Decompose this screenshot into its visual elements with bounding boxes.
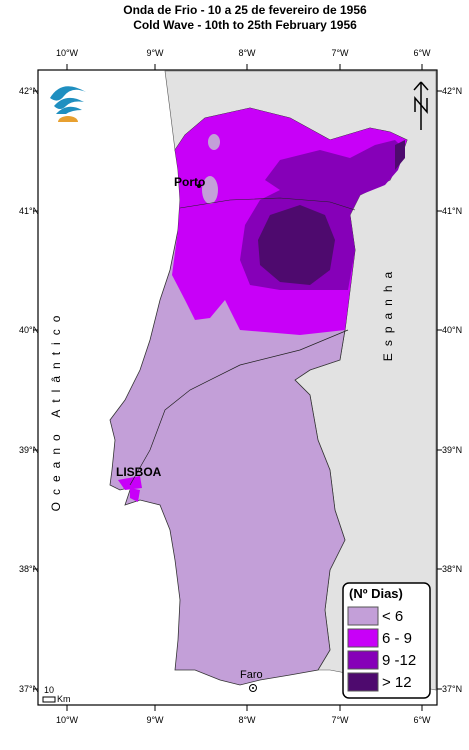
scale-unit: Km [57, 694, 71, 704]
lat-label: 42°N [19, 86, 39, 96]
place-label: Faro [240, 669, 263, 681]
place-marker [197, 184, 201, 188]
lon-label: 7°W [331, 48, 349, 58]
lon-label: 6°W [413, 48, 431, 58]
logo [58, 116, 78, 122]
lon-label: 8°W [238, 715, 256, 725]
legend-swatch [347, 650, 379, 670]
legend-label: 9 -12 [382, 652, 416, 669]
legend-label: > 12 [382, 674, 412, 691]
lat-label: 39°N [19, 445, 39, 455]
zone-6-9 [118, 476, 142, 490]
lon-label: 9°W [146, 715, 164, 725]
river-line [129, 329, 349, 486]
scale-bar [42, 696, 56, 703]
zone-patch [208, 134, 220, 150]
title-pt: Onda de Frio - 10 a 25 de fevereiro de 1… [123, 3, 367, 17]
zone-patch [202, 176, 218, 204]
lat-label: 38°N [442, 564, 462, 574]
lon-label: 6°W [413, 715, 431, 725]
lat-label: 37°N [19, 684, 39, 694]
place-label: LISBOA [116, 465, 162, 479]
place-marker [252, 687, 254, 689]
lat-label: 42°N [442, 86, 462, 96]
lat-label: 40°N [19, 325, 39, 335]
legend-swatch [347, 606, 379, 626]
title-en: Cold Wave - 10th to 25th February 1956 [133, 18, 357, 32]
lat-label: 37°N [442, 684, 462, 694]
lat-label: 40°N [442, 325, 462, 335]
lon-label: 10°W [56, 48, 79, 58]
country-label: Espanha [381, 265, 395, 361]
lat-label: 41°N [442, 206, 462, 216]
scale-value: 10 [44, 685, 54, 695]
boundary-line [179, 197, 356, 211]
north-arrow [413, 81, 429, 130]
lon-label: 10°W [56, 715, 79, 725]
place-marker [249, 684, 257, 692]
ocean-label: Oceano Atlântico [49, 309, 63, 512]
logo [50, 86, 86, 101]
legend-label: < 6 [382, 608, 403, 625]
logo [56, 106, 82, 114]
logo [54, 97, 84, 109]
lat-label: 39°N [442, 445, 462, 455]
legend-swatch [347, 628, 379, 648]
legend-title: (Nº Dias) [349, 586, 403, 601]
legend-label: 6 - 9 [382, 630, 412, 647]
lat-label: 41°N [19, 206, 39, 216]
lat-label: 38°N [19, 564, 39, 574]
zone-over-12 [258, 205, 335, 285]
lon-label: 9°W [146, 48, 164, 58]
zone-6-9 [130, 488, 140, 502]
legend-swatch [347, 672, 379, 692]
legend: (Nº Dias) < 6 6 - 9 9 -12 > 12 [342, 582, 431, 699]
lon-label: 7°W [331, 715, 349, 725]
lon-label: 8°W [238, 48, 256, 58]
zone-over-12 [395, 140, 405, 170]
